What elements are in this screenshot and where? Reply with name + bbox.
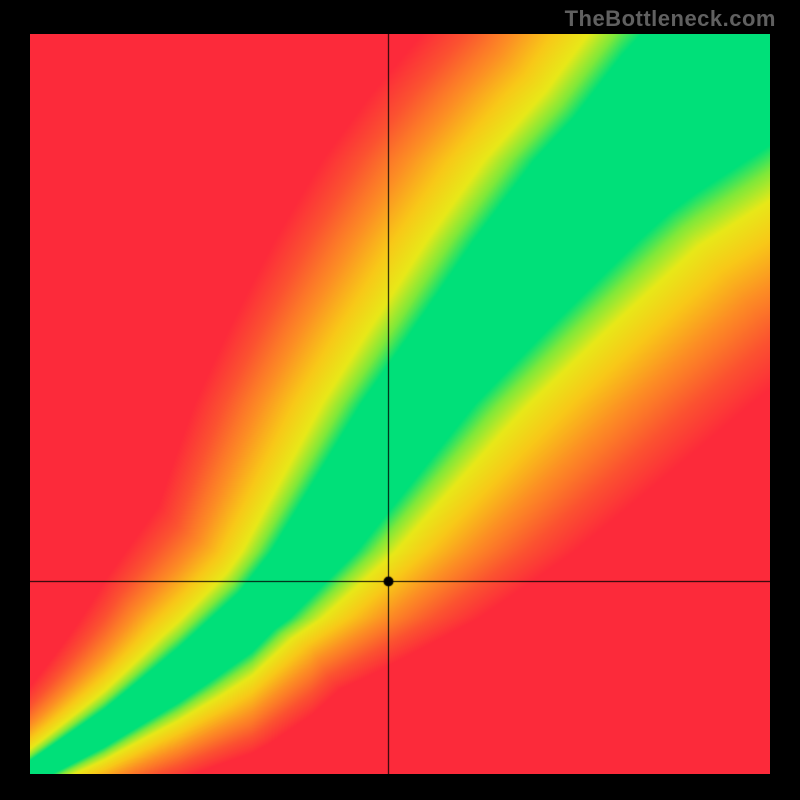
- plot-area: [30, 34, 770, 774]
- crosshair-overlay: [30, 34, 770, 774]
- watermark-text: TheBottleneck.com: [565, 6, 776, 32]
- chart-frame: TheBottleneck.com: [0, 0, 800, 800]
